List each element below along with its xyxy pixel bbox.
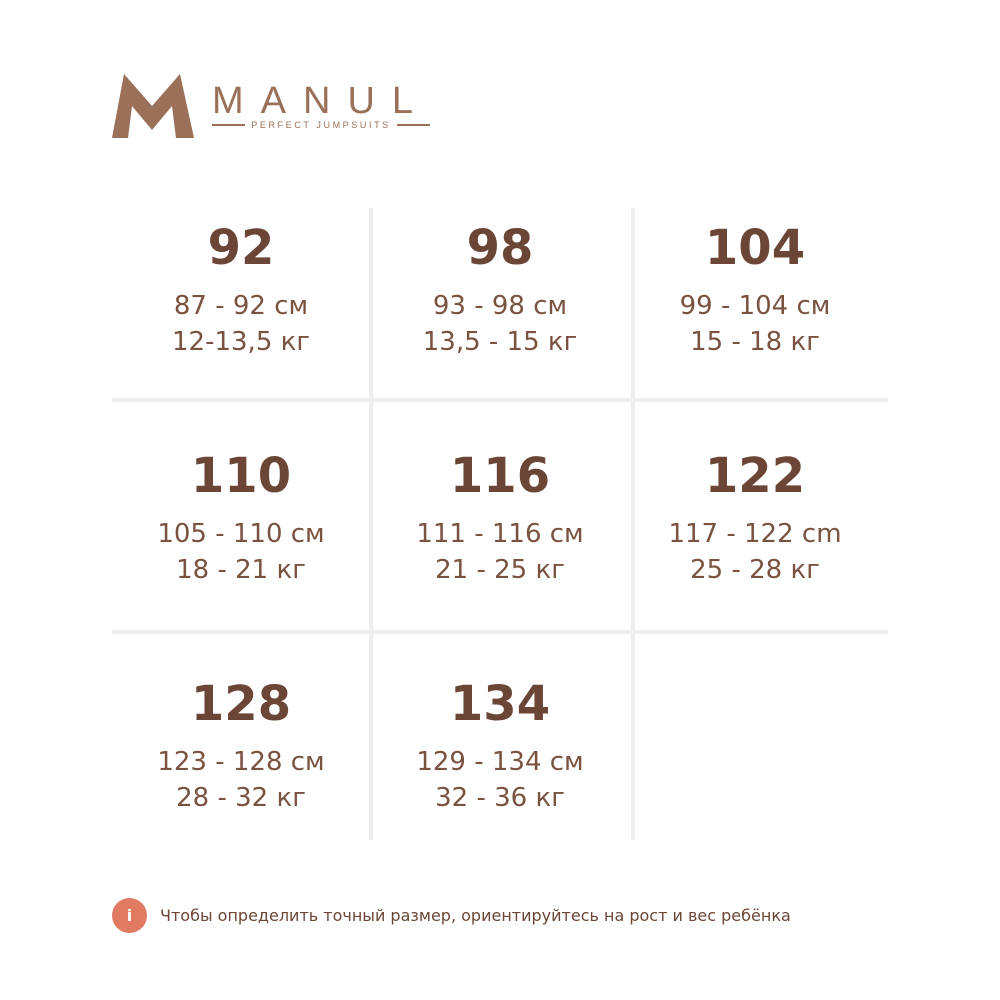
height-range: 93 - 98 см — [432, 291, 568, 321]
size-number: 104 — [704, 220, 806, 276]
tagline-text: PERFECT JUMPSUITS — [251, 120, 391, 130]
size-number: 122 — [704, 448, 806, 504]
size-number: 110 — [190, 448, 292, 504]
size-cell: 110 105 - 110 см 18 - 21 кг — [112, 448, 370, 588]
height-range: 129 - 134 см — [416, 747, 584, 777]
weight-range: 15 - 18 кг — [690, 327, 820, 357]
size-cell: 134 129 - 134 см 32 - 36 кг — [371, 676, 629, 816]
size-cell: 116 111 - 116 см 21 - 25 кг — [371, 448, 629, 588]
info-note: i Чтобы определить точный размер, ориент… — [112, 898, 791, 933]
height-range: 123 - 128 см — [157, 747, 325, 777]
weight-range: 28 - 32 кг — [176, 783, 306, 813]
note-text: Чтобы определить точный размер, ориентир… — [160, 906, 791, 925]
size-number: 98 — [466, 220, 534, 276]
height-range: 111 - 116 см — [416, 519, 584, 549]
grid-divider — [631, 208, 635, 840]
size-number: 128 — [190, 676, 292, 732]
grid-divider — [112, 630, 888, 634]
size-cell: 98 93 - 98 см 13,5 - 15 кг — [371, 220, 629, 360]
height-range: 105 - 110 см — [157, 519, 325, 549]
info-icon: i — [112, 898, 147, 933]
weight-range: 12-13,5 кг — [172, 327, 310, 357]
grid-divider — [112, 398, 888, 402]
manul-logo-icon — [112, 74, 194, 139]
size-cell: 128 123 - 128 см 28 - 32 кг — [112, 676, 370, 816]
weight-range: 32 - 36 кг — [435, 783, 565, 813]
size-number: 116 — [449, 448, 551, 504]
size-number: 92 — [207, 220, 275, 276]
size-number: 134 — [449, 676, 551, 732]
weight-range: 18 - 21 кг — [176, 555, 306, 585]
brand-tagline: PERFECT JUMPSUITS — [212, 120, 431, 130]
size-cell: 122 117 - 122 cm 25 - 28 кг — [626, 448, 884, 588]
grid-divider — [369, 208, 373, 840]
height-range: 87 - 92 см — [173, 291, 309, 321]
size-cell: 104 99 - 104 см 15 - 18 кг — [626, 220, 884, 360]
weight-range: 13,5 - 15 кг — [422, 327, 578, 357]
brand-name: MANUL — [212, 80, 431, 122]
weight-range: 25 - 28 кг — [690, 555, 820, 585]
weight-range: 21 - 25 кг — [435, 555, 565, 585]
height-range: 117 - 122 cm — [668, 519, 842, 549]
height-range: 99 - 104 см — [679, 291, 831, 321]
size-cell: 92 87 - 92 см 12-13,5 кг — [112, 220, 370, 360]
